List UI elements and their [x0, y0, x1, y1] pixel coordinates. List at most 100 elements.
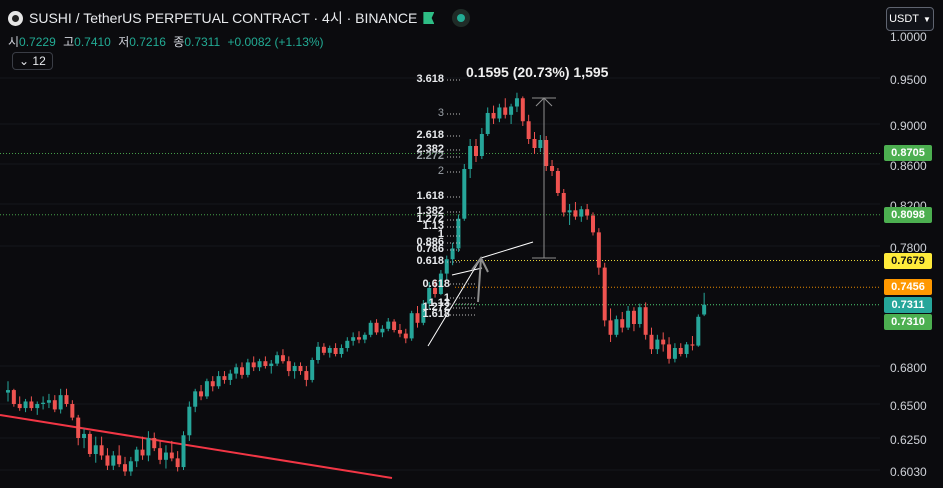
candle [321, 343, 326, 356]
fib-level-label: 3.618 [416, 73, 444, 85]
candle [52, 395, 57, 413]
candle [140, 436, 145, 460]
close-value: 0.7311 [184, 35, 221, 49]
candle [298, 362, 303, 375]
candle [310, 357, 315, 383]
fib-extension-drawing [427, 79, 534, 347]
candle [181, 431, 186, 470]
price-tag: 0.7456 [884, 279, 932, 295]
candle [64, 388, 69, 407]
candle [643, 302, 648, 340]
measure-label: 0.1595 (20.73%) 1,595 [466, 64, 609, 80]
chevron-down-icon: ▼ [923, 14, 931, 24]
candle [649, 327, 654, 354]
fib-level-label: 2.272 [416, 150, 444, 162]
price-axis-tick: 0.6500 [890, 399, 927, 413]
price-tag: 0.8705 [884, 145, 932, 161]
indicator-count: 12 [32, 54, 46, 68]
price-axis-tick: 1.0000 [890, 30, 927, 44]
price-axis-tick: 0.6250 [890, 433, 927, 447]
candle [6, 381, 10, 402]
candle [620, 312, 625, 333]
sushi-logo-icon [8, 10, 23, 26]
candle [163, 445, 168, 469]
candle [275, 351, 280, 366]
candle [210, 376, 215, 392]
candle [111, 451, 116, 470]
symbol-title[interactable]: SUSHI / TetherUS PERPETUAL CONTRACT · 4시… [29, 10, 418, 26]
chevron-down-icon: ⌄ [19, 54, 30, 68]
fib-leg-3 [451, 267, 483, 276]
candle [409, 310, 414, 341]
candle [614, 315, 619, 338]
candle [228, 369, 233, 385]
candle [538, 135, 543, 152]
candle [497, 103, 502, 123]
price-tag: 0.7311 [884, 297, 932, 313]
candle [362, 332, 367, 344]
symbol-header: SUSHI / TetherUS PERPETUAL CONTRACT · 4시… [8, 8, 471, 28]
candle [175, 451, 180, 472]
candle [263, 356, 268, 369]
candle [450, 242, 455, 266]
candle [392, 319, 397, 333]
candle [690, 336, 695, 351]
candle [357, 331, 361, 344]
candle [11, 388, 16, 407]
price-axis-tick: 0.6030 [890, 465, 927, 479]
market-status-icon[interactable] [452, 9, 471, 27]
candle [661, 332, 666, 352]
low-value: 0.7216 [129, 35, 166, 49]
candle [327, 345, 332, 358]
candle [702, 292, 707, 317]
candle [509, 103, 514, 124]
candle [532, 132, 537, 154]
candle [544, 136, 549, 171]
currency-label: USDT [889, 13, 920, 25]
candle [93, 436, 98, 463]
candle [602, 262, 607, 327]
candle [58, 388, 63, 414]
currency-select[interactable]: USDT ▼ [886, 7, 934, 31]
fib-leg-1 [427, 257, 482, 347]
candle [29, 396, 34, 411]
candle [99, 436, 104, 460]
candle [117, 445, 122, 468]
fib-level-label: 0.786 [416, 243, 444, 255]
candle [333, 343, 338, 357]
indicator-collapse-button[interactable]: ⌄ 12 [12, 52, 53, 70]
flag-icon[interactable] [423, 12, 435, 24]
candle [304, 366, 309, 387]
candle [684, 342, 689, 358]
candle [345, 337, 350, 352]
candle [520, 96, 525, 126]
candle [158, 440, 163, 465]
fib-leg-2 [480, 241, 534, 259]
candle [397, 324, 402, 338]
candle [672, 343, 677, 363]
candle [626, 306, 631, 330]
candle [286, 356, 291, 377]
fib-level-label: 2.618 [416, 129, 444, 141]
candle [128, 456, 133, 476]
fib-level-label: 1 [443, 292, 450, 304]
candle [573, 202, 578, 220]
change-value: +0.0082 (+1.13%) [227, 35, 324, 49]
close-label: 종 [173, 35, 185, 49]
candle [199, 385, 204, 401]
low-label: 저 [118, 35, 130, 49]
candle [46, 393, 51, 409]
candle [269, 360, 274, 374]
candle [23, 398, 28, 413]
candle [245, 358, 250, 378]
candle [591, 212, 595, 236]
candle [17, 396, 22, 411]
candle [514, 92, 519, 113]
candle [468, 139, 473, 178]
candle [134, 446, 139, 468]
fib-level-label: 1.618 [422, 308, 450, 320]
candle [608, 308, 613, 342]
candle [561, 189, 566, 217]
open-value: 0.7229 [19, 35, 56, 49]
